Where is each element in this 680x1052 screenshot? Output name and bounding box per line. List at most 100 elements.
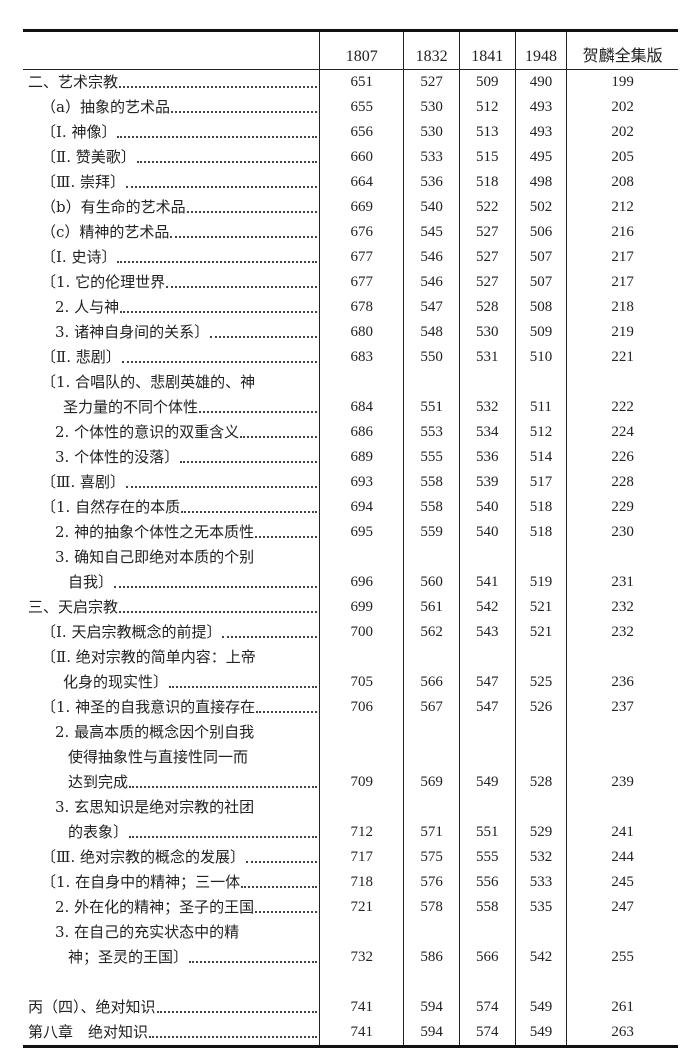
header-1807: 1807 — [319, 30, 404, 70]
dot-leader — [256, 695, 318, 713]
entry-label: 〔1. 神圣的自我意识的直接存在 — [23, 695, 320, 720]
page-1832: 594 — [403, 1020, 460, 1047]
entry-label: 〔Ⅱ. 绝对宗教的简单内容：上帝化身的现实性〕 — [23, 645, 320, 695]
entry-label-line: 〔1. 自然存在的本质 — [23, 495, 319, 520]
table-row: 3. 诸神自身间的关系〕 680 548 530 509 219 — [23, 320, 678, 345]
page-1841: 566 — [458, 920, 516, 970]
dot-leader — [119, 70, 318, 88]
page-1948: 529 — [514, 795, 567, 845]
page-1832: 560 — [403, 545, 460, 595]
page-1807: 696 — [319, 545, 404, 595]
page-helin-edition: 222 — [566, 370, 678, 420]
table-row: 〔Ⅰ. 神像〕 656 530 513 493 202 — [23, 120, 678, 145]
dot-leader — [117, 120, 318, 138]
page-1948: 490 — [514, 69, 567, 95]
page-1841: 547 — [458, 645, 516, 695]
page-1807: 721 — [319, 895, 404, 920]
table-row: 丙（四）、绝对知识 741 594 574 549 261 — [23, 995, 678, 1020]
table-row: 〔1. 合唱队的、悲剧英雄的、神 圣力量的不同个体性 684 551 532 511 222 — [23, 370, 678, 420]
page-1841: 522 — [458, 195, 516, 220]
page-1832: 569 — [403, 720, 460, 795]
page-1948: 549 — [514, 1020, 567, 1047]
entry-label: 2. 最高本质的概念因个别自我 使得抽象性与直接性同一而 达到完成 — [23, 720, 320, 795]
table-row: 3. 确知自己即绝对本质的个别 自我〕 696 560 541 519 231 — [23, 545, 678, 595]
entry-label: 3. 确知自己即绝对本质的个别 自我〕 — [23, 545, 320, 595]
page-1832: 567 — [403, 695, 460, 720]
table-row: 第八章 绝对知识 741 594 574 549 263 — [23, 1020, 678, 1047]
entry-label: 三、天启宗教 — [23, 595, 320, 620]
spacer-cell — [23, 970, 320, 995]
table-of-contents-page-concordance: 1807 1832 1841 1948 贺麟全集版 二、艺术宗教 651 527 50… — [23, 29, 678, 1048]
entry-label-text: 的表象〕 — [68, 823, 129, 841]
page-1832: 558 — [403, 495, 460, 520]
page-1807: 693 — [319, 470, 404, 495]
entry-label: （a）抽象的艺术品 — [23, 95, 320, 120]
entry-label-line: 第八章 绝对知识 — [23, 1020, 319, 1045]
page-1948: 519 — [514, 545, 567, 595]
page-1832: 548 — [403, 320, 460, 345]
entry-label: 2. 个体性的意识的双重含义 — [23, 420, 320, 445]
page-1948: 549 — [514, 995, 567, 1020]
entry-label: 〔Ⅲ. 喜剧〕 — [23, 470, 320, 495]
page-1832: 559 — [403, 520, 460, 545]
entry-label-text: 〔Ⅰ. 史诗〕 — [41, 248, 117, 266]
page-1807: 741 — [319, 1020, 404, 1047]
entry-label-line: 3. 在自己的充实状态中的精 — [23, 920, 319, 945]
entry-label-line: （b）有生命的艺术品 — [23, 195, 319, 220]
entry-label-line: 〔1. 合唱队的、悲剧英雄的、神 — [23, 370, 319, 395]
page-1807: 651 — [319, 69, 404, 95]
page-1841: 527 — [458, 270, 516, 295]
page-1832: 571 — [403, 795, 460, 845]
table-row: 〔1. 神圣的自我意识的直接存在 706 567 547 526 237 — [23, 695, 678, 720]
page-1807: 664 — [319, 170, 404, 195]
spacer-cell — [403, 970, 460, 995]
page-1832: 558 — [403, 470, 460, 495]
entry-label: 3. 诸神自身间的关系〕 — [23, 320, 320, 345]
page-1807: 741 — [319, 995, 404, 1020]
page-1948: 535 — [514, 895, 567, 920]
page-1841: 532 — [458, 370, 516, 420]
table-row: 3. 在自己的充实状态中的精 神；圣灵的王国〕 732 586 566 542 255 — [23, 920, 678, 970]
entry-label-text: 丙（四）、绝对知识 — [28, 998, 156, 1016]
spacer-cell — [319, 970, 404, 995]
table-row: 2. 外在化的精神；圣子的王国 721 578 558 535 247 — [23, 895, 678, 920]
page-1841: 534 — [458, 420, 516, 445]
page-1832: 562 — [403, 620, 460, 645]
entry-label-text: 2. 人与神 — [55, 298, 120, 316]
entry-label-text: 〔Ⅱ. 绝对宗教的简单内容：上帝 — [41, 648, 256, 666]
page-1948: 493 — [514, 120, 567, 145]
dot-leader — [246, 845, 318, 863]
entry-label-text: 化身的现实性〕 — [63, 673, 169, 691]
entry-label: 〔1. 它的伦理世界 — [23, 270, 320, 295]
page-1948: 508 — [514, 295, 567, 320]
table-row: 三、天启宗教 699 561 542 521 232 — [23, 595, 678, 620]
entry-label-text: 3. 玄思知识是绝对宗教的社团 — [55, 798, 255, 816]
entry-label-text: 〔Ⅲ. 崇拜〕 — [41, 173, 126, 191]
entry-label-line: 2. 人与神 — [23, 295, 319, 320]
entry-label: 〔Ⅰ. 神像〕 — [23, 120, 320, 145]
page-helin-edition: 244 — [566, 845, 678, 870]
page-helin-edition: 245 — [566, 870, 678, 895]
page-1948: 512 — [514, 420, 567, 445]
entry-label-text: 〔Ⅲ. 绝对宗教的概念的发展〕 — [41, 848, 246, 866]
dot-leader — [121, 345, 318, 363]
page-helin-edition: 217 — [566, 270, 678, 295]
dot-leader — [169, 670, 318, 688]
dot-leader — [126, 170, 318, 188]
entry-label-line: 〔Ⅰ. 神像〕 — [23, 120, 319, 145]
page-1948: 507 — [514, 270, 567, 295]
dot-leader — [241, 870, 318, 888]
entry-label: 2. 外在化的精神；圣子的王国 — [23, 895, 320, 920]
entry-label-line: 〔1. 它的伦理世界 — [23, 270, 319, 295]
page-1841: 547 — [458, 695, 516, 720]
page-helin-edition: 202 — [566, 95, 678, 120]
header-row: 1807 1832 1841 1948 贺麟全集版 — [23, 30, 678, 70]
page-1807: 677 — [319, 245, 404, 270]
entry-label-text: 2. 最高本质的概念因个别自我 — [55, 723, 255, 741]
dot-leader — [129, 820, 318, 838]
table-row: 〔1. 自然存在的本质 694 558 540 518 229 — [23, 495, 678, 520]
page-1948: 526 — [514, 695, 567, 720]
entry-label-text: 〔Ⅲ. 喜剧〕 — [41, 473, 126, 491]
header-1948: 1948 — [514, 30, 567, 70]
page-1841: 541 — [458, 545, 516, 595]
